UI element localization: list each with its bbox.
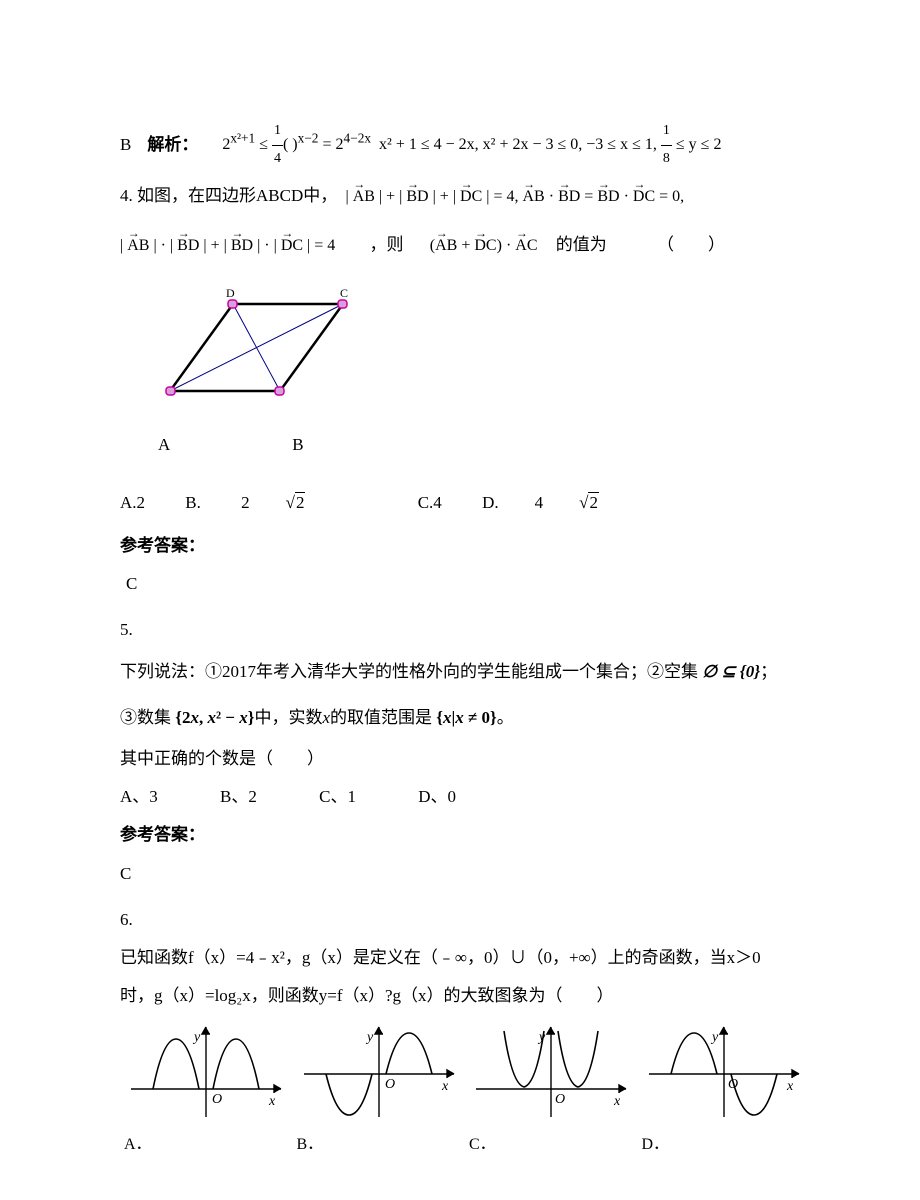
svg-text:y: y <box>192 1030 201 1045</box>
graph-b: y x O <box>294 1019 464 1119</box>
q5-num: 5. <box>120 614 810 646</box>
graph-a-label: A． <box>120 1130 293 1160</box>
figure-quadrilateral: D C <box>148 279 378 419</box>
figure-labels: A B <box>158 429 810 461</box>
svg-text:C: C <box>340 286 348 300</box>
svg-text:D: D <box>226 286 235 300</box>
graph-c-cell: y x O C． <box>465 1019 638 1161</box>
q4-formula1: | AB | + | BD | + | DC | = 4, AB · BD = … <box>345 182 684 212</box>
q5-line1: 下列说法：①2017年考入清华大学的性格外向的学生能组成一个集合；②空集 ∅ ⊆… <box>120 652 810 691</box>
q4-suffix: 的值为 <box>556 235 607 254</box>
svg-text:y: y <box>365 1030 374 1045</box>
q5-answer-label: 参考答案： <box>120 819 810 851</box>
q5-text2-mid: 中，实数 <box>254 708 322 727</box>
label-B-fig: B <box>292 429 303 461</box>
graph-c: y x O <box>466 1019 636 1119</box>
label-A: A <box>158 429 170 461</box>
label-b: B <box>120 129 131 161</box>
q5-text2-suffix: 。 <box>497 708 514 727</box>
q5-answer: C <box>120 858 810 890</box>
q5-text2-prefix: ③数集 <box>120 708 171 727</box>
q5-text1-suffix: ； <box>760 662 777 681</box>
q4-answer: C <box>126 568 810 600</box>
q5-option-b: B、2 <box>220 781 257 813</box>
q5-options: A、3 B、2 C、1 D、0 <box>120 781 810 813</box>
q5-text1-prefix: 下列说法：①2017年考入清华大学的性格外向的学生能组成一个集合；②空集 <box>120 662 698 681</box>
q4-option-b: B. 22 <box>185 493 377 512</box>
q5-line2: ③数集 {2x, x² − x}中，实数x的取值范围是 {x|x ≠ 0}。 <box>120 698 810 737</box>
q6-num: 6. <box>120 904 810 936</box>
q4-options: A.2 B. 22 C.4 D.42 <box>120 487 810 519</box>
q4-formula3: (AB + DC) · AC <box>430 231 538 261</box>
q5-line3: 其中正确的个数是（ ） <box>120 743 810 775</box>
graph-b-cell: y x O B． <box>293 1019 466 1161</box>
q5-option-c: C、1 <box>319 781 356 813</box>
q4-option-d: D.42 <box>482 493 671 512</box>
graph-d-label: D． <box>638 1130 811 1160</box>
graph-d-cell: y x O D． <box>638 1019 811 1161</box>
answer-b-line: B 解析： 2x²+1 ≤ 14( )x−2 = 24−2x x² + 1 ≤ … <box>120 118 810 172</box>
q4-formula2a: | AB | · | BD | + | BD | · | DC | = 4 <box>120 231 335 261</box>
svg-text:x: x <box>441 1079 449 1094</box>
q4-comma-then: ，则 <box>370 235 404 254</box>
graph-b-label: B． <box>293 1130 466 1160</box>
graph-d: y x O <box>639 1019 809 1119</box>
q4-option-c: C.4 <box>418 493 442 512</box>
analysis-label: 解析： <box>147 129 198 161</box>
svg-text:x: x <box>268 1094 276 1109</box>
graph-a-cell: y x O A． <box>120 1019 293 1161</box>
graph-c-label: C． <box>465 1130 638 1160</box>
svg-text:O: O <box>385 1077 395 1092</box>
svg-text:y: y <box>710 1030 719 1045</box>
q6-line1: 已知函数f（x）=4﹣x²，g（x）是定义在（﹣∞，0）∪（0，+∞）上的奇函数… <box>120 942 810 974</box>
q4-option-a: A.2 <box>120 493 145 512</box>
phi-expr: ∅ ⊆ {0} <box>698 662 760 681</box>
svg-text:x: x <box>613 1094 621 1109</box>
q5-option-a: A、3 <box>120 781 158 813</box>
q4-paren: （ ） <box>657 235 725 254</box>
q5-xvar: x <box>322 708 330 727</box>
q6-line2: 时，g（x）=log₂x，则函数y=f（x）?g（x）的大致图象为（ ） <box>120 980 810 1012</box>
svg-text:O: O <box>212 1092 222 1107</box>
set1: {2x, x² − x} <box>171 708 254 727</box>
svg-text:O: O <box>555 1092 565 1107</box>
q4-prefix: 4. 如图，在四边形ABCD中， <box>120 186 337 205</box>
q4-line2: | AB | · | BD | + | BD | · | DC | = 4 ，则… <box>120 229 810 261</box>
analysis-formula: 2x²+1 ≤ 14( )x−2 = 24−2x x² + 1 ≤ 4 − 2x… <box>222 118 721 172</box>
q4-line1: 4. 如图，在四边形ABCD中， | AB | + | BD | + | DC … <box>120 180 810 212</box>
q5-text2-mid2: 的取值范围是 <box>330 708 432 727</box>
q5-option-d: D、0 <box>418 781 456 813</box>
q6-graphs: y x O A． y x O <box>120 1019 810 1161</box>
set2: {x|x ≠ 0} <box>432 708 497 727</box>
svg-text:x: x <box>786 1079 794 1094</box>
q4-answer-label: 参考答案： <box>120 530 810 562</box>
graph-a: y x O <box>121 1019 291 1119</box>
